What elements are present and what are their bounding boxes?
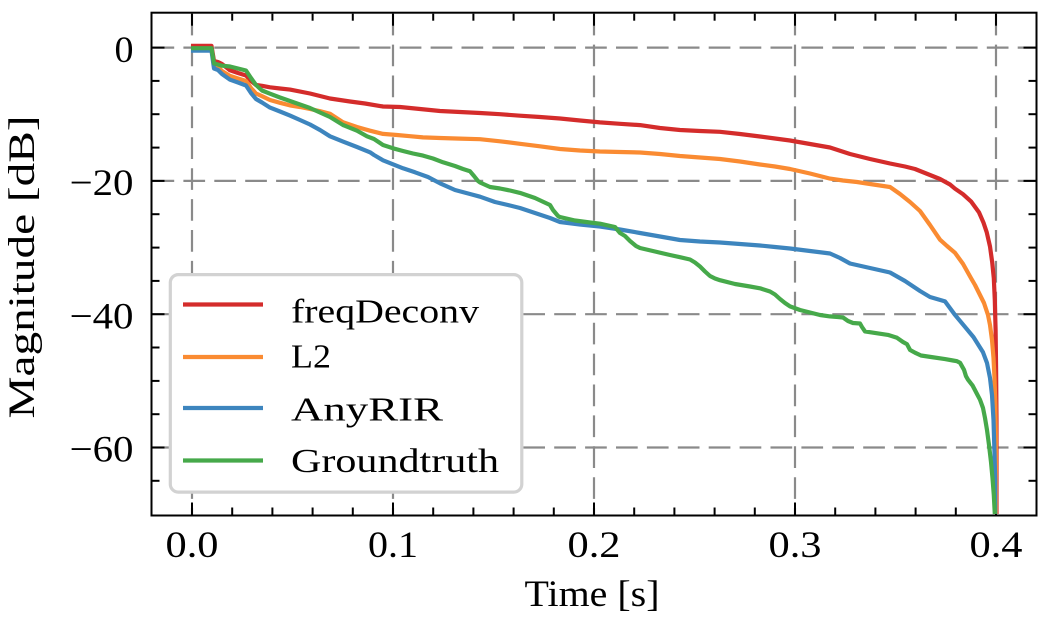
svg-text:0.2: 0.2 (568, 525, 621, 566)
svg-text:0.4: 0.4 (970, 525, 1023, 566)
svg-text:Magnitude [dB]: Magnitude [dB] (2, 116, 43, 419)
svg-text:Groundtruth: Groundtruth (291, 443, 499, 480)
svg-text:AnyRIR: AnyRIR (291, 392, 444, 429)
svg-text:L2: L2 (291, 339, 331, 376)
svg-text:0.0: 0.0 (166, 525, 219, 566)
svg-text:−60: −60 (70, 430, 134, 471)
svg-text:Time [s]: Time [s] (525, 574, 660, 615)
svg-text:−40: −40 (70, 296, 134, 337)
svg-text:−20: −20 (70, 163, 134, 204)
svg-text:0: 0 (115, 30, 134, 71)
svg-text:freqDeconv: freqDeconv (291, 294, 479, 331)
svg-text:0.1: 0.1 (368, 525, 418, 566)
svg-text:0.3: 0.3 (769, 525, 822, 566)
